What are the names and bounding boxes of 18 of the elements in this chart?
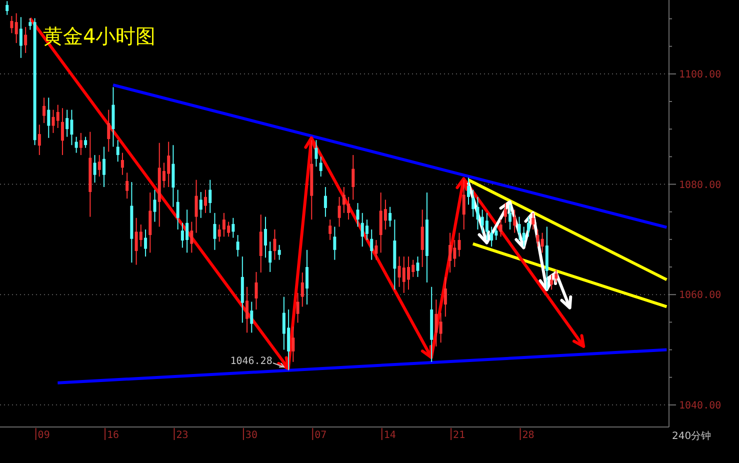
x-tick-label: 28 (522, 430, 534, 441)
x-tick-label: 23 (176, 430, 188, 441)
x-axis-title: 240分钟 (672, 430, 712, 444)
candlestick (24, 26, 28, 54)
candlestick (19, 16, 22, 58)
y-tick-label: 1080.00 (679, 180, 722, 191)
y-tick-label: 1040.00 (679, 400, 722, 412)
y-tick-label: 1060.00 (679, 290, 722, 302)
x-tick-label: 16 (107, 430, 120, 441)
candlestick (10, 16, 14, 34)
x-tick-label: 09 (38, 430, 50, 441)
x-tick-label: 07 (314, 430, 327, 441)
x-tick-label: 21 (453, 430, 466, 441)
candlestick (6, 0, 9, 16)
y-tick-label: 1100.00 (679, 69, 722, 80)
x-tick-label: 14 (384, 430, 396, 441)
x-tick-label: 30 (245, 430, 258, 441)
candlestick (14, 12, 18, 44)
